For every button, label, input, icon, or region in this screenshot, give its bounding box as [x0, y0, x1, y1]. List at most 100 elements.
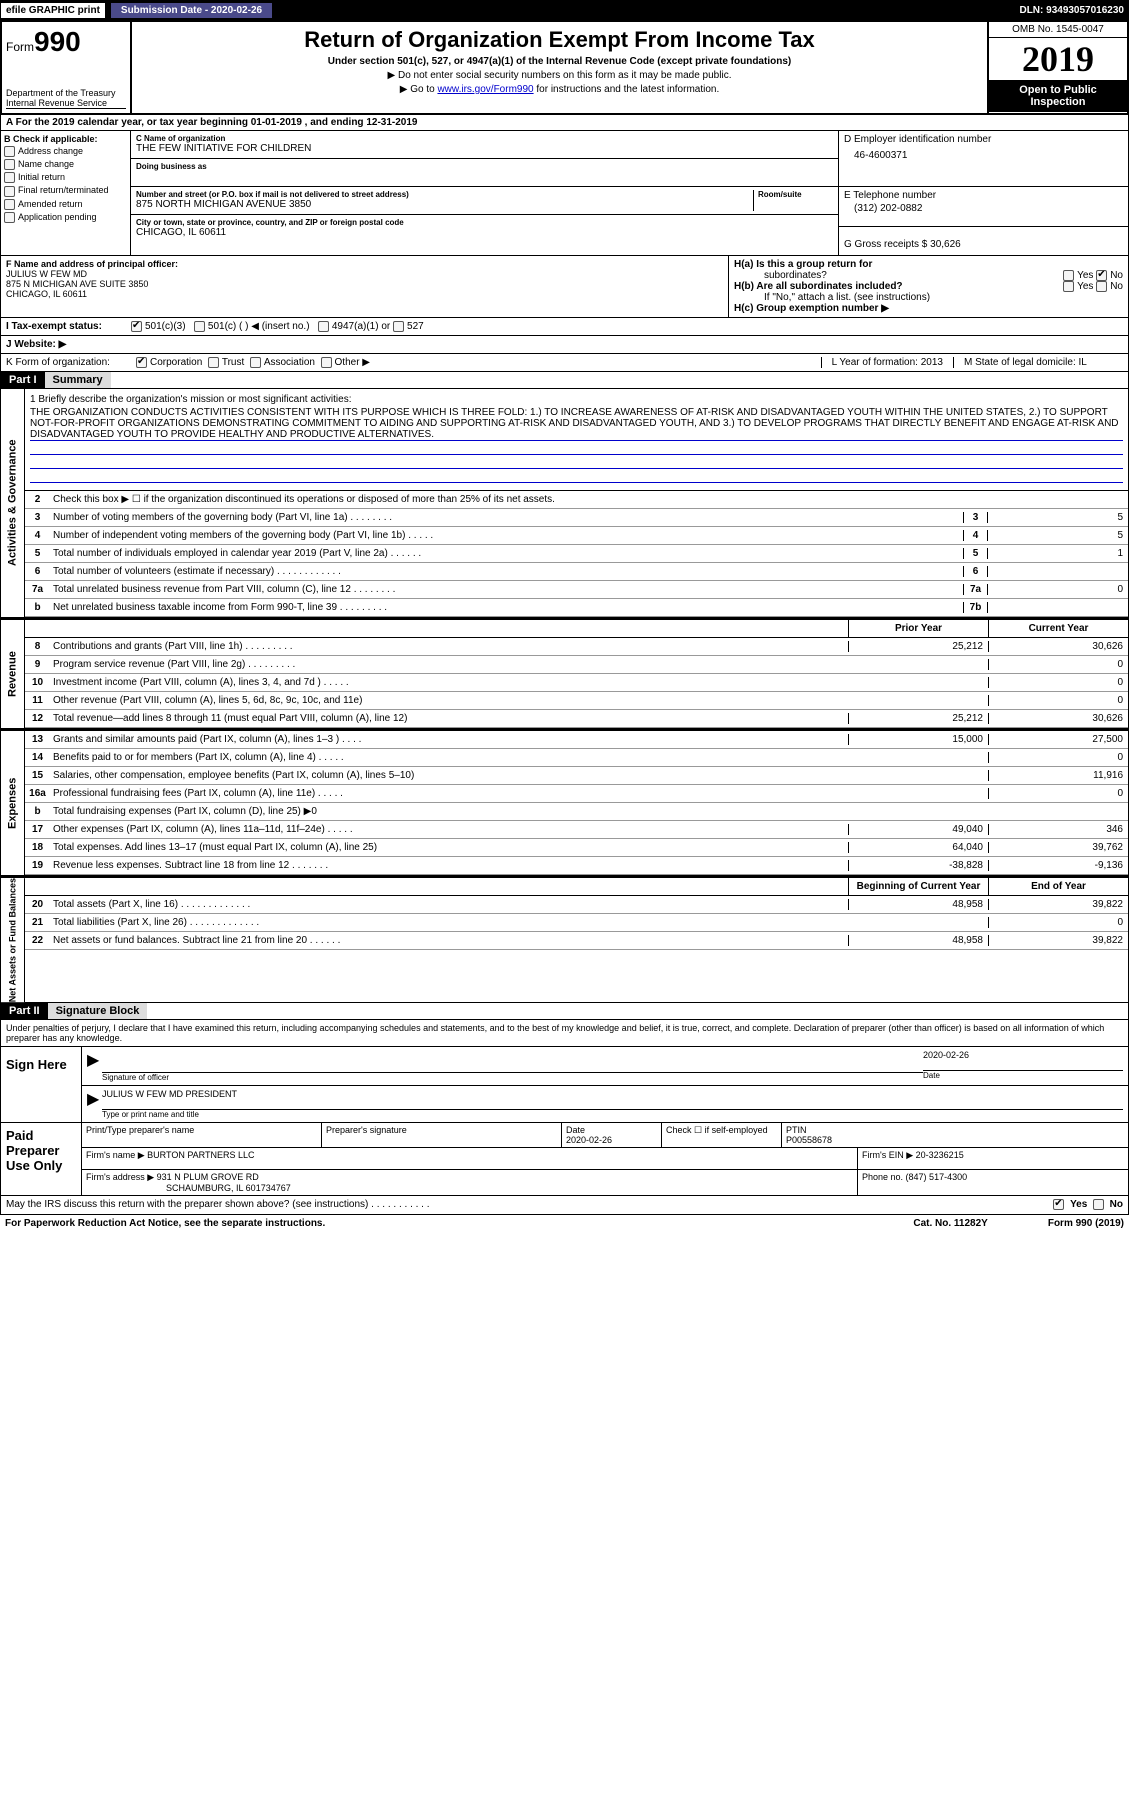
cb-501c[interactable]: [194, 321, 205, 332]
telephone: (312) 202-0882: [844, 201, 1123, 216]
top-bar: efile GRAPHIC print Submission Date - 20…: [0, 0, 1129, 20]
website-label: J Website: ▶: [6, 339, 66, 350]
tax-year: 2019: [989, 38, 1127, 80]
officer-sig-line: ▶ Signature of officer 2020-02-26 Date: [82, 1047, 1128, 1086]
cb-corp[interactable]: [136, 357, 147, 368]
part2-title: Signature Block: [48, 1003, 148, 1019]
hb-yesno: Yes No: [1063, 281, 1123, 292]
irs-label: Internal Revenue Service: [6, 98, 126, 109]
end-year-hdr: End of Year: [988, 878, 1128, 895]
beginning-year-hdr: Beginning of Current Year: [848, 878, 988, 895]
officer-name-line: ▶ JULIUS W FEW MD PRESIDENT Type or prin…: [82, 1086, 1128, 1122]
cb-amended[interactable]: Amended return: [4, 199, 127, 210]
cb-501c3[interactable]: [131, 321, 142, 332]
cb-4947[interactable]: [318, 321, 329, 332]
governance-lines: 2Check this box ▶ ☐ if the organization …: [25, 491, 1128, 617]
year-formation: L Year of formation: 2013: [821, 357, 953, 368]
gross-receipts: 30,626: [930, 239, 961, 250]
expense-lines: 13Grants and similar amounts paid (Part …: [25, 731, 1128, 875]
main-info-block: B Check if applicable: Address change Na…: [0, 131, 1129, 256]
gov-line-b: bNet unrelated business taxable income f…: [25, 599, 1128, 617]
irs-link[interactable]: www.irs.gov/Form990: [437, 84, 533, 95]
form-prefix: Form: [6, 40, 34, 54]
mission-blank2: [30, 457, 1123, 469]
dept-treasury: Department of the Treasury: [6, 88, 126, 98]
subordinates-label: subordinates?: [734, 270, 827, 281]
efile-badge[interactable]: efile GRAPHIC print: [0, 2, 106, 19]
line-11: 11Other revenue (Part VIII, column (A), …: [25, 692, 1128, 710]
sig-officer-label: Signature of officer: [102, 1072, 923, 1082]
cb-assoc[interactable]: [250, 357, 261, 368]
part1-title: Summary: [45, 372, 111, 388]
part-1-header: Part ISummary: [0, 372, 1129, 389]
line-10: 10Investment income (Part VIII, column (…: [25, 674, 1128, 692]
form-subtitle: Under section 501(c), 527, or 4947(a)(1)…: [137, 56, 982, 67]
cb-final-return[interactable]: Final return/terminated: [4, 185, 127, 196]
cb-name-change[interactable]: Name change: [4, 159, 127, 170]
sign-fields: ▶ Signature of officer 2020-02-26 Date ▶…: [81, 1047, 1128, 1122]
dba-cell: Doing business as: [131, 159, 838, 187]
ha-yesno: Yes No: [1063, 270, 1123, 281]
header-right: OMB No. 1545-0047 2019 Open to Public In…: [987, 22, 1127, 113]
opt-501c3: 501(c)(3): [145, 321, 186, 332]
discuss-footer: May the IRS discuss this return with the…: [0, 1196, 1129, 1214]
summary-section: Activities & Governance 1 Briefly descri…: [0, 389, 1129, 618]
netassets-lines: 20Total assets (Part X, line 16) . . . .…: [25, 896, 1128, 950]
prep-row-2: Firm's name ▶ BURTON PARTNERS LLC Firm's…: [82, 1148, 1128, 1170]
column-b-checkboxes: B Check if applicable: Address change Na…: [1, 131, 131, 255]
signature-block: Under penalties of perjury, I declare th…: [0, 1020, 1129, 1196]
discuss-yesno: Yes No: [1053, 1199, 1123, 1210]
line-16a: 16aProfessional fundraising fees (Part I…: [25, 785, 1128, 803]
officer-name: JULIUS W FEW MD: [6, 269, 87, 279]
cb-initial-return[interactable]: Initial return: [4, 172, 127, 183]
department: Department of the Treasury Internal Reve…: [6, 88, 126, 109]
ssn-note: ▶ Do not enter social security numbers o…: [137, 70, 982, 81]
goto-note: ▶ Go to www.irs.gov/Form990 for instruct…: [137, 84, 982, 95]
tel-cell: E Telephone number (312) 202-0882: [839, 187, 1128, 227]
omb-number: OMB No. 1545-0047: [989, 22, 1127, 38]
column-de: D Employer identification number 46-4600…: [838, 131, 1128, 255]
room-label: Room/suite: [758, 190, 833, 199]
line-18: 18Total expenses. Add lines 13–17 (must …: [25, 839, 1128, 857]
officer-label: F Name and address of principal officer:: [6, 259, 178, 269]
cb-527[interactable]: [393, 321, 404, 332]
mission-blank3: [30, 471, 1123, 483]
header-left: Form990 Department of the Treasury Inter…: [2, 22, 132, 113]
prep-date-cell: Date2020-02-26: [562, 1123, 662, 1147]
self-employed-check[interactable]: Check ☐ if self-employed: [662, 1123, 782, 1147]
dln-number: DLN: 93493057016230: [1019, 5, 1129, 16]
paid-preparer-label: Paid Preparer Use Only: [1, 1123, 81, 1195]
column-c-org-info: C Name of organization THE FEW INITIATIV…: [131, 131, 838, 255]
cb-discuss-no[interactable]: [1093, 1199, 1104, 1210]
prep-row-1: Print/Type preparer's name Preparer's si…: [82, 1123, 1128, 1148]
line-19: 19Revenue less expenses. Subtract line 1…: [25, 857, 1128, 875]
revenue-header-row: Prior Year Current Year: [25, 620, 1128, 638]
catalog-number: Cat. No. 11282Y: [913, 1218, 987, 1229]
cb-discuss-yes[interactable]: [1053, 1199, 1064, 1210]
vtab-governance: Activities & Governance: [1, 389, 25, 617]
cb-address-change[interactable]: Address change: [4, 146, 127, 157]
cb-trust[interactable]: [208, 357, 219, 368]
opt-527: 527: [407, 321, 424, 332]
cb-other[interactable]: [321, 357, 332, 368]
ptin-cell: PTINP00558678: [782, 1123, 1128, 1147]
officer-addr1: 875 N MICHIGAN AVE SUITE 3850: [6, 279, 148, 289]
h-a-row: subordinates? Yes No: [734, 270, 1123, 281]
firm-ein-cell: Firm's EIN ▶ 20-3236215: [858, 1148, 1128, 1169]
expenses-section: Expenses 13Grants and similar amounts pa…: [0, 729, 1129, 876]
firm-name-cell: Firm's name ▶ BURTON PARTNERS LLC: [82, 1148, 858, 1169]
addr-label: Number and street (or P.O. box if mail i…: [136, 190, 753, 199]
cb-pending[interactable]: Application pending: [4, 212, 127, 223]
goto-suffix: for instructions and the latest informat…: [534, 84, 720, 95]
principal-officer: F Name and address of principal officer:…: [1, 256, 728, 317]
revenue-section: Revenue Prior Year Current Year 8Contrib…: [0, 618, 1129, 729]
perjury-declaration: Under penalties of perjury, I declare th…: [1, 1020, 1128, 1046]
col-b-header: B Check if applicable:: [4, 134, 127, 144]
sig-date: 2020-02-26: [923, 1050, 1123, 1060]
firm-addr-cell: Firm's address ▶ 931 N PLUM GROVE RD SCH…: [82, 1170, 858, 1195]
netassets-section: Net Assets or Fund Balances Beginning of…: [0, 876, 1129, 1003]
line-15: 15Salaries, other compensation, employee…: [25, 767, 1128, 785]
org-name-label: C Name of organization: [136, 134, 833, 143]
ein-cell: D Employer identification number 46-4600…: [839, 131, 1128, 187]
vtab-expenses: Expenses: [1, 731, 25, 875]
